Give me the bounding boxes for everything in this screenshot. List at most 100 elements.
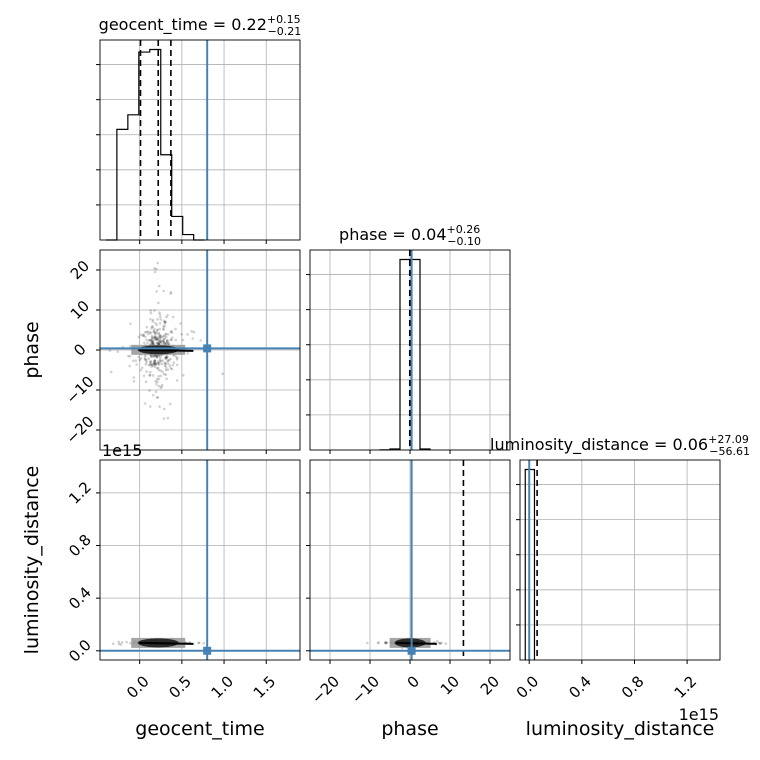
sample-point [117,642,121,646]
sample-point [148,330,152,334]
sample-point [141,334,145,338]
y-tick-label-phase: 10 [67,297,93,323]
sample-point [150,339,154,342]
y-tick-label-phase: −10 [62,372,97,407]
sample-point [170,338,173,342]
sample-point [139,357,143,360]
sample-point [164,357,168,360]
sample-point [145,359,148,362]
text-layer: geocent_time = 0.22+0.15 −0.21 phase = 0.0… [21,13,750,740]
sample-point [160,362,164,366]
sample-point [157,377,161,381]
sample-point [163,322,167,325]
sample-point [155,354,158,358]
truth-marker [203,344,212,353]
sample-point [163,341,166,344]
sample-point [116,350,120,353]
sample-point [154,362,158,366]
sample-point [144,358,147,361]
sample-point [162,328,165,331]
samples-phase-luminosity_distance [366,637,448,650]
sample-point [191,337,195,340]
histogram-phase [379,258,431,451]
sample-point [435,639,439,643]
sample-point [150,342,154,345]
sample-point [165,339,169,342]
sample-point [149,363,153,366]
sample-point [377,641,380,644]
sample-point [159,333,162,337]
sample-point [164,335,168,339]
sample-point [153,338,156,342]
sample-point [156,361,159,365]
sample-point [153,362,157,365]
x-axis-label-geocent_time: geocent_time [135,718,264,740]
sample-point [158,315,162,319]
sample-point [153,309,156,312]
sample-point [167,362,170,366]
y-tick-label-luminosity_distance: 0.8 [65,531,95,561]
sample-point [161,335,165,338]
sample-point [149,359,153,363]
sample-point [149,331,152,335]
sample-point [153,359,156,362]
sample-point [156,328,159,332]
sample-point [128,345,132,348]
x-tick-label-phase: 10 [437,672,463,698]
sample-point [151,342,155,345]
sample-point [159,386,163,390]
sample-point [153,363,156,367]
sample-point [384,641,387,645]
sample-point [153,362,156,365]
sample-point [146,330,150,333]
sample-point [117,640,120,644]
sample-point [154,363,158,367]
sample-point [120,641,124,644]
y-axis-label-phase: phase [21,321,43,378]
sample-point [171,315,175,319]
sample-point [157,363,161,367]
y-tick-label-luminosity_distance: 0.4 [65,583,95,613]
sample-point [155,396,159,399]
sample-point [157,342,161,346]
sample-point [151,320,155,323]
sample-point [152,330,155,334]
sample-point [163,361,166,365]
sample-point [142,341,146,345]
sample-point [164,373,168,377]
sample-point [150,341,153,344]
sample-point [147,338,151,342]
sample-point [157,368,161,372]
sample-point [154,390,158,394]
panel-frame-luminosity_distance [519,459,721,661]
sample-point [149,309,153,312]
panel-frame-geocent_time-luminosity_distance [99,459,301,661]
sample-point [161,339,165,343]
sample-point [179,322,182,325]
density-contour [139,348,194,352]
panel-title-phase: phase = 0.04+0.26 −0.10 [339,223,481,248]
sample-point [153,336,156,339]
sample-point [170,331,174,334]
sample-point [169,357,172,361]
sample-point [197,641,200,645]
sample-point [143,402,147,405]
x-tick-label-geocent_time: 1.5 [250,672,280,702]
sample-point [153,270,157,274]
sample-point [155,323,158,327]
sample-point [186,333,189,336]
sample-point [440,641,443,645]
sample-point [171,363,175,367]
density-contour [139,641,194,645]
panel-title-luminosity_distance: luminosity_distance = 0.06+27.09 −56.61 [490,433,750,458]
sample-point [158,357,162,361]
sample-point [157,360,160,363]
sample-point [155,354,159,358]
sample-point [156,317,159,321]
sample-point [157,339,161,342]
sample-point [437,641,441,645]
sample-point [154,354,158,358]
sample-point [162,319,166,323]
sample-point [156,342,160,346]
sample-point [170,329,174,333]
